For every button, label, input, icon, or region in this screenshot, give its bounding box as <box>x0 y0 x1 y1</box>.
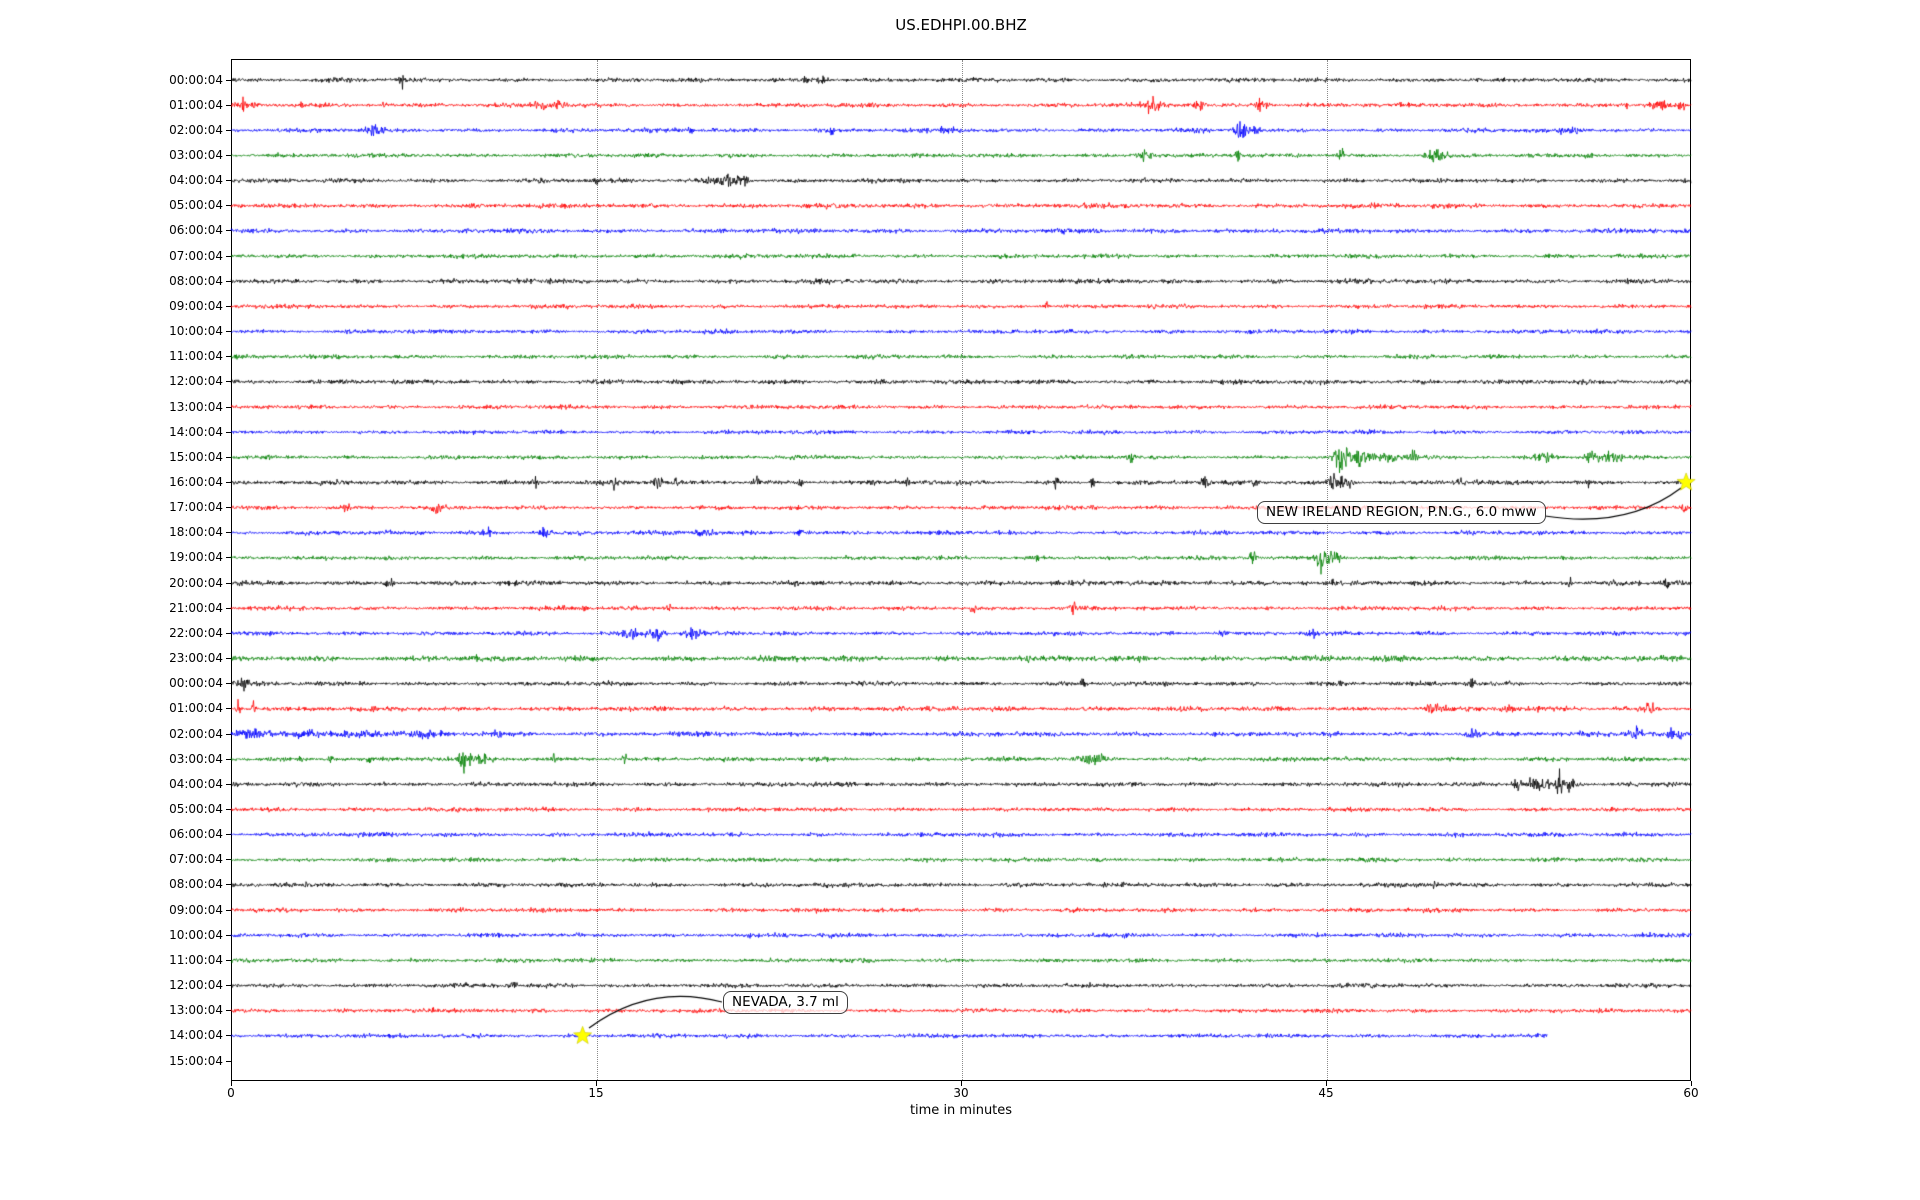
event-annotation-nevada: NEVADA, 3.7 ml <box>723 991 848 1014</box>
event-annotation-new-ireland: NEW IRELAND REGION, P.N.G., 6.0 mww <box>1257 501 1546 524</box>
